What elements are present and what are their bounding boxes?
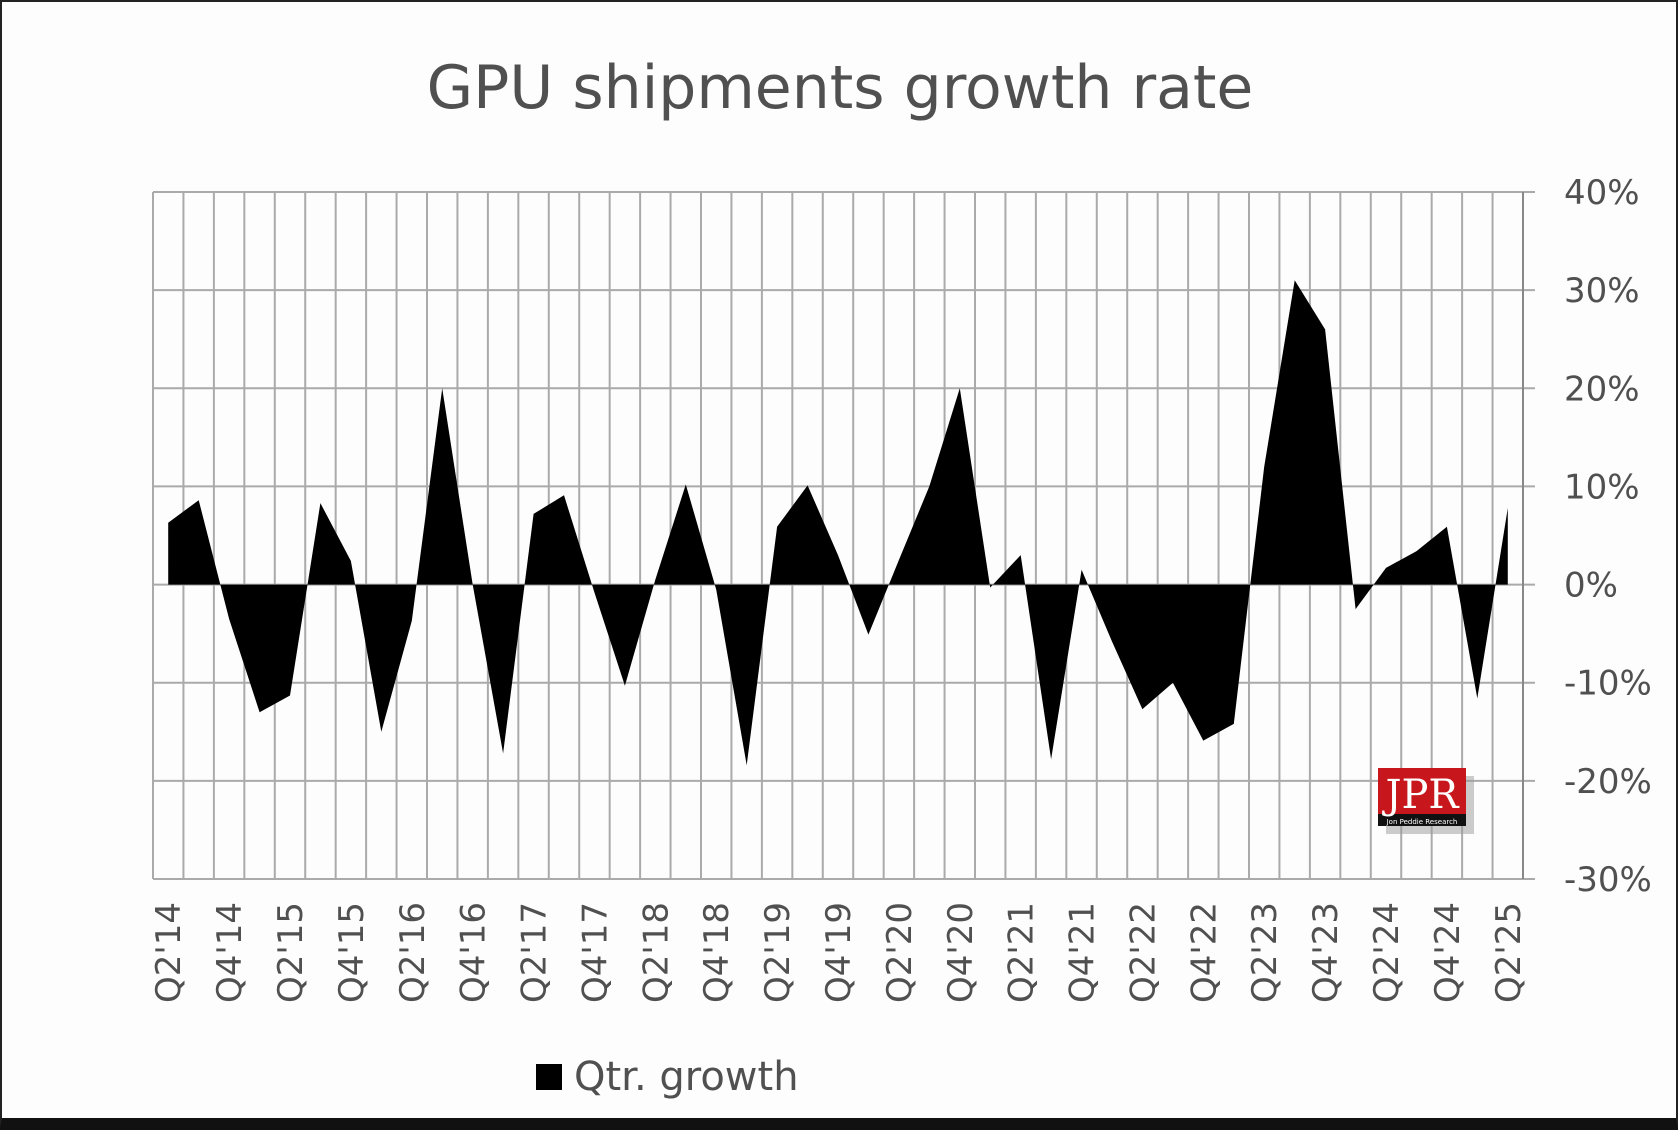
y-tick-label: 10% <box>1564 467 1640 507</box>
x-tick-label: Q2'24 <box>1367 902 1407 1003</box>
x-tick-label: Q2'21 <box>1002 902 1042 1003</box>
legend-label: Qtr. growth <box>574 1054 799 1100</box>
x-tick-label: Q4'22 <box>1184 902 1224 1003</box>
x-tick-label: Q2'22 <box>1123 902 1163 1003</box>
x-tick-label: Q2'14 <box>149 902 189 1003</box>
x-tick-label: Q2'15 <box>271 902 311 1003</box>
x-tick-label: Q4'14 <box>210 902 250 1003</box>
jpr-logo: JPR Jon Peddie Research <box>1378 768 1474 834</box>
y-tick-label: 30% <box>1564 271 1640 311</box>
x-tick-label: Q2'25 <box>1489 902 1529 1003</box>
y-axis: 40% 30% 20% 10% 0% -10% -20% -30% <box>1523 173 1652 900</box>
x-tick-label: Q4'21 <box>1063 902 1103 1003</box>
logo-text: JPR <box>1381 772 1460 818</box>
x-tick-label: Q2'18 <box>636 902 676 1003</box>
series-area <box>168 280 1508 765</box>
y-tick-label: -20% <box>1564 762 1652 802</box>
x-tick-label: Q4'15 <box>332 902 372 1003</box>
x-tick-label: Q2'19 <box>758 902 798 1003</box>
x-tick-label: Q2'17 <box>515 902 555 1003</box>
x-tick-label: Q4'23 <box>1306 902 1346 1003</box>
y-tick-label: 20% <box>1564 369 1640 409</box>
y-tick-label: -30% <box>1564 860 1652 900</box>
y-tick-label: 40% <box>1564 173 1640 213</box>
x-tick-label: Q4'16 <box>454 902 494 1003</box>
x-tick-label: Q4'19 <box>819 902 859 1003</box>
x-axis: Q2'14 Q4'14 Q2'15 Q4'15 Q2'16 Q4'16 Q2'17 Q4'17… <box>149 902 1529 1003</box>
x-tick-label: Q4'17 <box>575 902 615 1003</box>
x-tick-label: Q4'24 <box>1428 902 1468 1003</box>
legend-swatch <box>536 1064 562 1090</box>
logo-subtext: Jon Peddie Research <box>1386 818 1458 826</box>
x-tick-label: Q2'16 <box>393 902 433 1003</box>
x-tick-label: Q2'20 <box>880 902 920 1003</box>
y-tick-label: -10% <box>1564 664 1652 704</box>
chart-title: GPU shipments growth rate <box>427 53 1254 123</box>
x-tick-label: Q4'20 <box>941 902 981 1003</box>
x-tick-label: Q4'18 <box>697 902 737 1003</box>
legend: Qtr. growth <box>536 1054 799 1100</box>
x-tick-label: Q2'23 <box>1245 902 1285 1003</box>
y-tick-label: 0% <box>1564 566 1618 606</box>
series-area-fill <box>168 280 1508 765</box>
